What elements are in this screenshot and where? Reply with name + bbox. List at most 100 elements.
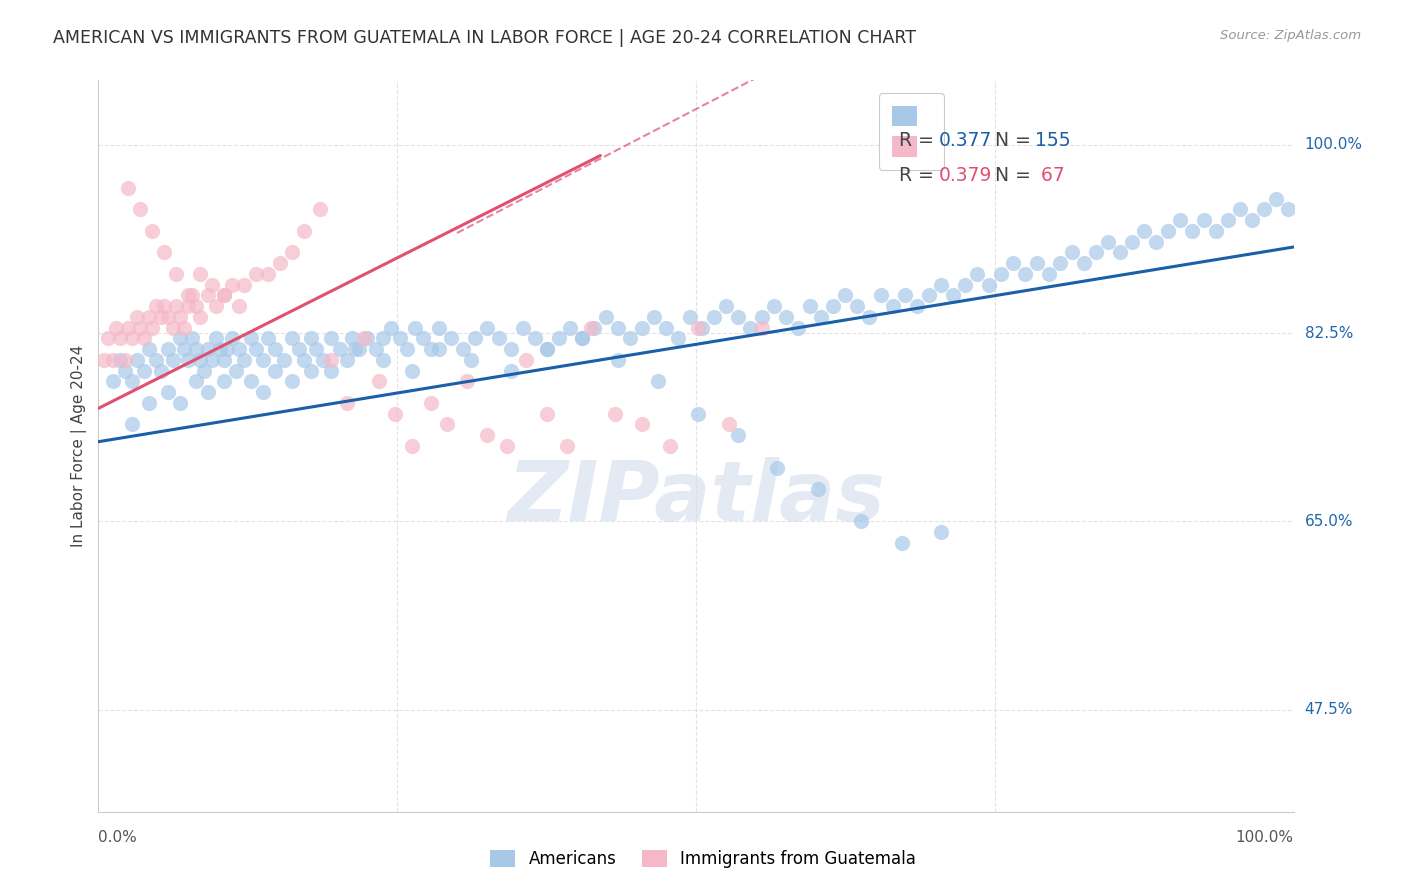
Point xyxy=(583,320,606,334)
Point xyxy=(156,342,179,356)
Point xyxy=(436,417,458,432)
Point xyxy=(257,331,280,345)
Point xyxy=(129,320,152,334)
Point xyxy=(643,310,665,324)
Point xyxy=(156,385,179,400)
Point xyxy=(966,267,988,281)
Point xyxy=(299,364,322,378)
Point xyxy=(240,331,263,345)
Point xyxy=(499,364,522,378)
Point xyxy=(180,288,202,302)
Point xyxy=(121,417,143,432)
Point xyxy=(169,396,191,410)
Point xyxy=(823,299,845,313)
Point xyxy=(1097,235,1119,249)
Point xyxy=(1205,224,1227,238)
Point xyxy=(536,407,558,421)
Point xyxy=(751,310,773,324)
Point xyxy=(1157,224,1180,238)
Text: R =: R = xyxy=(898,131,939,150)
Point xyxy=(201,353,224,368)
Point xyxy=(129,202,152,217)
Text: N =: N = xyxy=(994,131,1036,150)
Point xyxy=(162,320,184,334)
Point xyxy=(579,320,602,334)
Point xyxy=(655,320,678,334)
Point xyxy=(197,385,219,400)
Point xyxy=(690,320,713,334)
Point xyxy=(212,288,235,302)
Point xyxy=(125,310,148,324)
Point xyxy=(1216,213,1239,227)
Point xyxy=(117,181,139,195)
Point xyxy=(560,320,582,334)
Point xyxy=(336,396,359,410)
Point xyxy=(427,320,450,334)
Point xyxy=(329,342,352,356)
Point xyxy=(464,331,486,345)
Point xyxy=(1085,245,1108,260)
Text: ZIPatlas: ZIPatlas xyxy=(508,457,884,538)
Point xyxy=(571,331,593,345)
Point xyxy=(114,353,136,368)
Point xyxy=(108,331,131,345)
Point xyxy=(117,320,139,334)
Point xyxy=(264,364,287,378)
Point xyxy=(858,310,880,324)
Point xyxy=(475,320,498,334)
Point xyxy=(336,353,359,368)
Point xyxy=(281,331,304,345)
Point xyxy=(388,331,411,345)
Point xyxy=(714,299,737,313)
Point xyxy=(356,331,378,345)
Point xyxy=(138,342,160,356)
Point xyxy=(212,375,235,389)
Text: 67: 67 xyxy=(1035,166,1066,186)
Point xyxy=(512,320,534,334)
Text: 155: 155 xyxy=(1035,131,1071,150)
Point xyxy=(1253,202,1275,217)
Point xyxy=(536,342,558,356)
Point xyxy=(193,364,215,378)
Point xyxy=(1109,245,1132,260)
Point xyxy=(942,288,965,302)
Point xyxy=(953,277,976,292)
Point xyxy=(849,514,872,528)
Point xyxy=(658,439,681,453)
Point xyxy=(523,331,546,345)
Point xyxy=(595,310,617,324)
Point xyxy=(679,310,702,324)
Point xyxy=(1121,235,1143,249)
Point xyxy=(273,353,295,368)
Point xyxy=(312,353,335,368)
Point xyxy=(149,364,172,378)
Point xyxy=(419,342,441,356)
Point xyxy=(321,331,343,345)
Point xyxy=(321,364,343,378)
Point xyxy=(647,375,669,389)
Point xyxy=(515,353,537,368)
Point xyxy=(810,310,832,324)
Point xyxy=(371,353,394,368)
Point xyxy=(419,396,441,410)
Point xyxy=(197,288,219,302)
Text: R =: R = xyxy=(898,166,939,186)
Point xyxy=(305,342,328,356)
Point xyxy=(149,310,172,324)
Point xyxy=(488,331,510,345)
Point xyxy=(186,375,208,389)
Point xyxy=(299,331,322,345)
Point xyxy=(688,407,710,421)
Point xyxy=(177,353,200,368)
Point xyxy=(169,331,191,345)
Point xyxy=(619,331,641,345)
Point xyxy=(321,353,343,368)
Point xyxy=(834,288,856,302)
Point xyxy=(496,439,519,453)
Point xyxy=(1133,224,1156,238)
Text: 0.0%: 0.0% xyxy=(98,830,138,845)
Point xyxy=(1229,202,1251,217)
Point xyxy=(101,375,124,389)
Point xyxy=(870,288,893,302)
Point xyxy=(882,299,904,313)
